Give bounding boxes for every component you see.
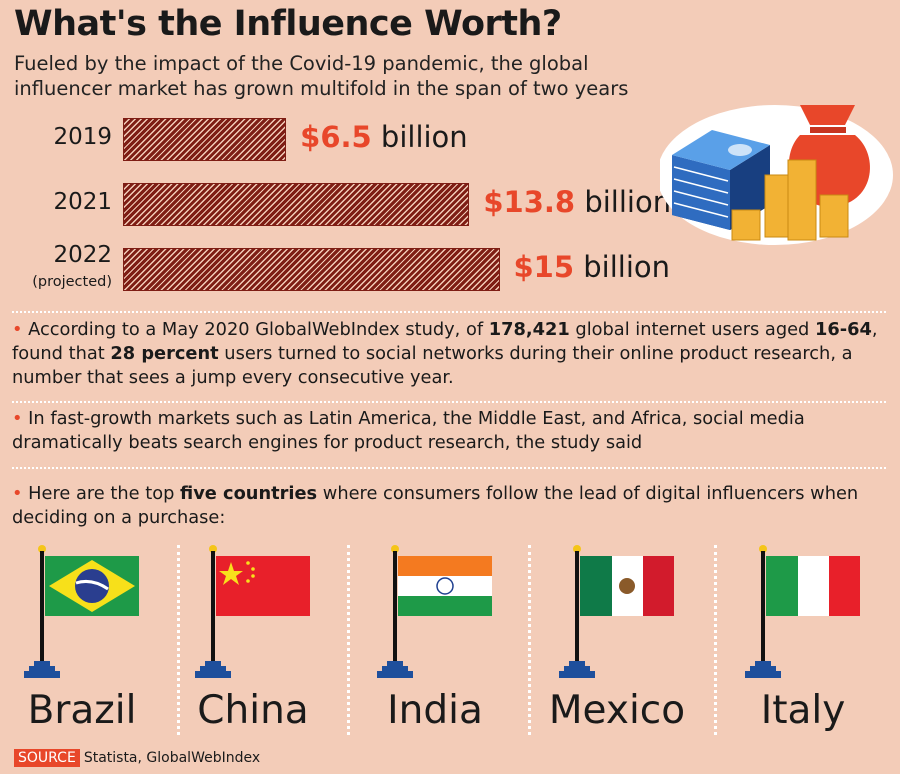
projected-note: (projected)	[32, 274, 112, 290]
flag-china-icon	[195, 545, 310, 678]
bullet-text: In fast-growth markets such as Latin Ame…	[12, 408, 805, 453]
subtitle-line-2: influencer market has grown multifold in…	[14, 77, 629, 100]
country-name: Italy	[760, 688, 846, 733]
money-illustration-icon	[660, 105, 893, 245]
bar-2022	[123, 248, 500, 291]
bullet-dot: •	[12, 483, 23, 504]
year-label: 2021	[53, 189, 112, 215]
country-name: Brazil	[27, 688, 137, 733]
flag-brazil-icon	[24, 545, 139, 678]
value-unit: billion	[583, 250, 671, 284]
coin-stacks-icon	[731, 159, 849, 241]
divider	[12, 311, 886, 313]
bullet-text: five countries	[180, 483, 318, 504]
bullet-text: , found that	[12, 319, 878, 364]
column-divider	[347, 545, 350, 735]
bullet-text: 28 percent	[110, 343, 219, 364]
divider	[12, 401, 886, 403]
bullet-text: 16-64	[815, 319, 872, 340]
value-amount: $6.5	[300, 120, 372, 154]
value-amount: $13.8	[483, 185, 576, 219]
year-label: 2019	[53, 124, 112, 150]
bullet-1: • According to a May 2020 GlobalWebIndex…	[12, 318, 892, 390]
bullet-text: According to a May 2020 GlobalWebIndex s…	[28, 319, 489, 340]
subtitle-line-1: Fueled by the impact of the Covid-19 pan…	[14, 52, 589, 75]
bullet-dot: •	[12, 319, 23, 340]
page-title: What's the Influence Worth?	[14, 4, 562, 44]
bullet-2: • In fast-growth markets such as Latin A…	[12, 407, 892, 455]
source-text: Statista, GlobalWebIndex	[83, 750, 261, 766]
bullet-text: where consumers follow the lead of digit…	[12, 483, 859, 528]
year-label: 2022	[53, 242, 112, 268]
value-unit: billion	[380, 120, 468, 154]
column-divider	[528, 545, 531, 735]
source-tag: SOURCE	[14, 749, 80, 767]
bullet-text: users turned to social networks during t…	[12, 343, 853, 388]
column-divider	[177, 545, 180, 735]
bar-2021	[123, 183, 470, 226]
divider	[12, 467, 886, 469]
bullet-text: Here are the top	[28, 483, 181, 504]
bullet-text: 178,421	[488, 319, 570, 340]
flag-india-icon	[377, 545, 492, 678]
country-name: India	[387, 688, 483, 733]
flag-italy-icon	[745, 545, 860, 678]
value-amount: $15	[513, 250, 575, 284]
flag-mexico-icon	[559, 545, 674, 678]
source-line: SOURCE Statista, GlobalWebIndex	[14, 749, 261, 767]
bullet-3: • Here are the top five countries where …	[12, 482, 892, 530]
value-label: $15 billion	[514, 250, 671, 284]
bullet-text: global internet users aged	[569, 319, 815, 340]
country-name: China	[197, 688, 309, 733]
value-label: $13.8 billion	[483, 185, 671, 219]
value-unit: billion	[584, 185, 672, 219]
value-label: $6.5 billion	[300, 120, 468, 154]
country-name: Mexico	[548, 688, 686, 733]
bar-2019	[123, 118, 287, 161]
bullet-dot: •	[12, 408, 23, 429]
column-divider	[714, 545, 717, 735]
